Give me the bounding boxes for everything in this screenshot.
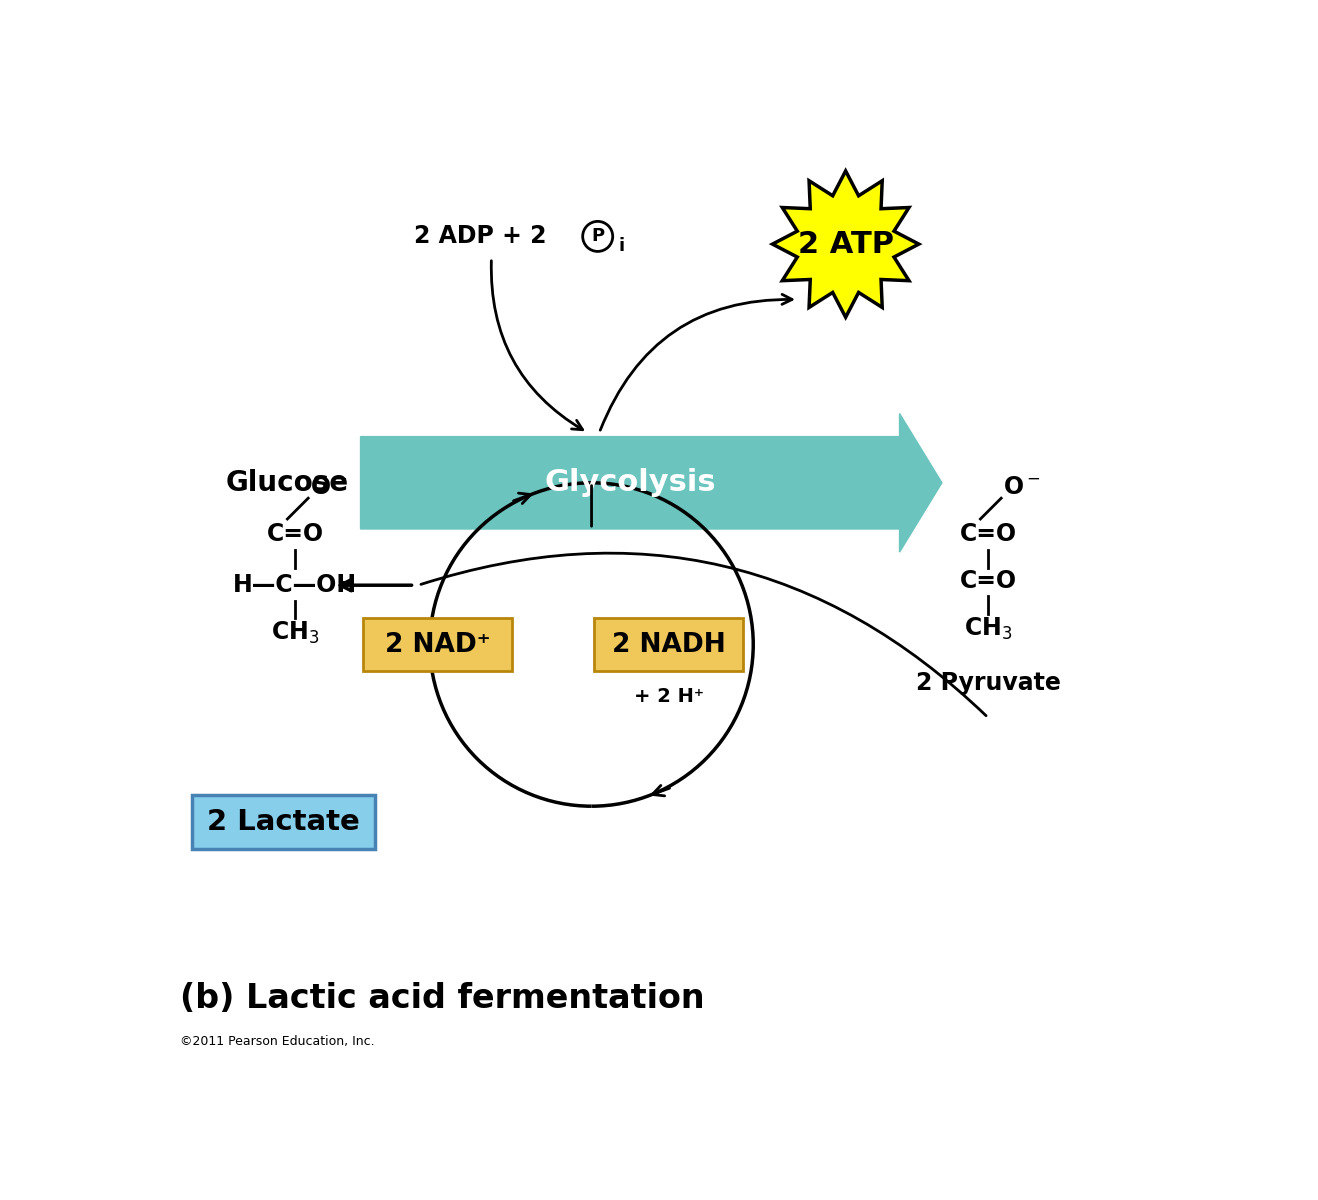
FancyBboxPatch shape	[192, 794, 376, 848]
Text: i: i	[618, 236, 625, 254]
Polygon shape	[361, 414, 942, 552]
FancyBboxPatch shape	[364, 618, 511, 671]
Circle shape	[583, 221, 613, 252]
Text: CH$_3$: CH$_3$	[963, 616, 1012, 642]
Text: 2 Lactate: 2 Lactate	[207, 808, 360, 835]
Text: ©2011 Pearson Education, Inc.: ©2011 Pearson Education, Inc.	[179, 1034, 374, 1048]
FancyBboxPatch shape	[594, 618, 743, 671]
FancyArrowPatch shape	[420, 553, 986, 715]
Text: (b) Lactic acid fermentation: (b) Lactic acid fermentation	[179, 982, 704, 1015]
Text: C=O: C=O	[960, 569, 1016, 593]
Text: O$^-$: O$^-$	[311, 475, 348, 499]
Text: P: P	[592, 227, 604, 245]
Text: 2 NADH: 2 NADH	[612, 631, 725, 658]
Text: O$^-$: O$^-$	[1003, 475, 1041, 499]
FancyArrowPatch shape	[492, 260, 583, 430]
Text: C=O: C=O	[266, 522, 324, 546]
Text: CH$_3$: CH$_3$	[272, 620, 319, 646]
FancyArrowPatch shape	[600, 294, 792, 430]
Polygon shape	[772, 170, 919, 317]
Text: 2 NAD⁺: 2 NAD⁺	[385, 631, 490, 658]
Text: H—C—OH: H—C—OH	[233, 574, 357, 598]
Text: 2 ADP + 2: 2 ADP + 2	[414, 224, 555, 248]
Text: C=O: C=O	[960, 522, 1016, 546]
Text: 2 ATP: 2 ATP	[797, 229, 894, 258]
FancyArrowPatch shape	[340, 580, 411, 590]
Text: 2 Pyruvate: 2 Pyruvate	[916, 671, 1061, 695]
Text: Glycolysis: Glycolysis	[544, 468, 716, 497]
Text: + 2 H⁺: + 2 H⁺	[634, 686, 704, 706]
Text: Glucose: Glucose	[225, 469, 349, 497]
